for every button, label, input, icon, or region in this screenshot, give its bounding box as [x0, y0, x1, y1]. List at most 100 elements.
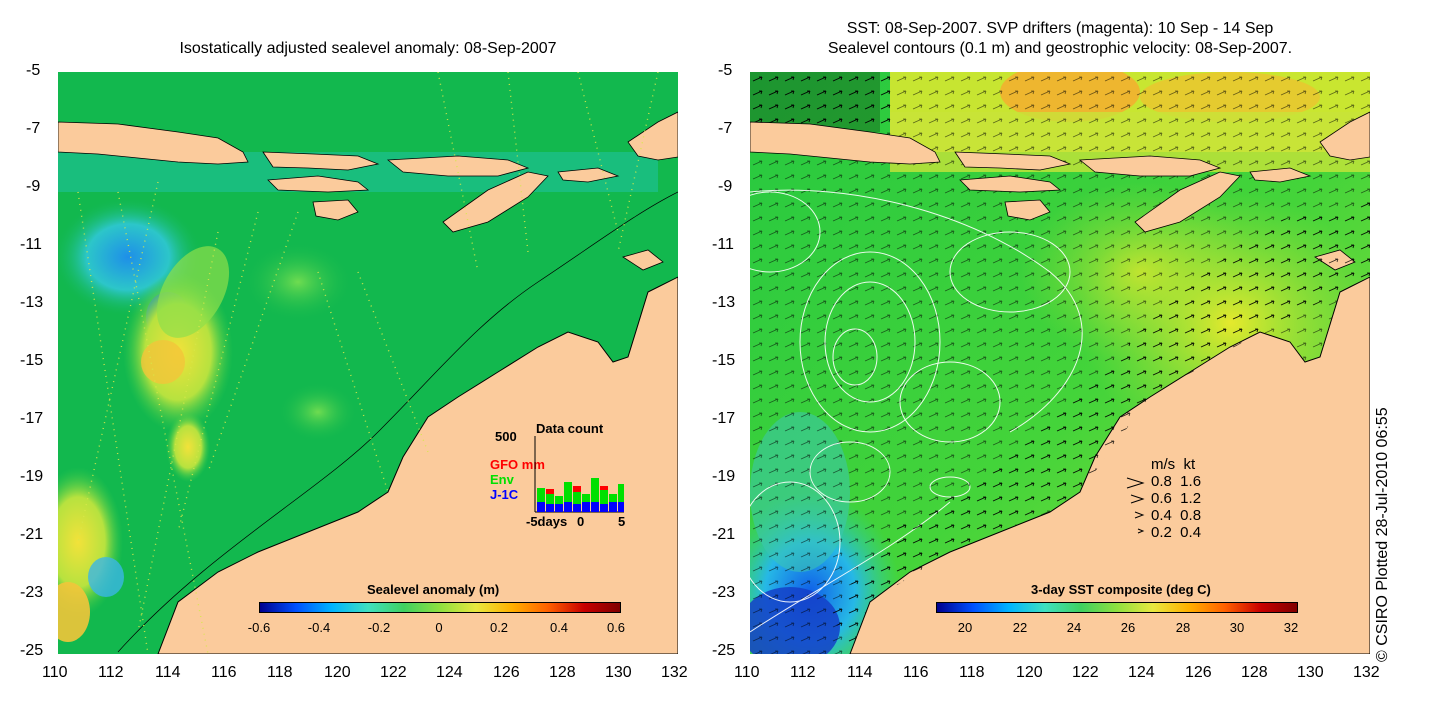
north-islands-east	[627, 111, 678, 161]
sst-java-island	[750, 121, 941, 165]
x-tick: 110	[42, 664, 68, 681]
sla-cb-tick: 0.6	[606, 620, 626, 635]
data-count-x-left: -5days	[526, 514, 568, 529]
x-tick: 130	[605, 664, 632, 681]
y-tick: -9	[718, 178, 733, 195]
sla-cb-tick: 0.2	[489, 620, 509, 635]
sst-cb-tick: 24	[1066, 620, 1082, 635]
y-tick: -7	[718, 120, 733, 137]
sla-cb-tick: 0.4	[549, 620, 569, 635]
y-tick: -9	[26, 178, 41, 195]
bali-lombok-islands	[262, 151, 380, 171]
y-tick: -19	[20, 468, 44, 485]
histogram-bars	[537, 478, 624, 512]
sla-cb-tick: -0.6	[247, 620, 271, 635]
y-tick: -25	[20, 642, 44, 659]
velocity-legend-row: 0.6 1.2	[1151, 490, 1202, 507]
right-map-title-line2: Sealevel contours (0.1 m) and geostrophi…	[827, 40, 1293, 57]
sst-bali-lombok	[954, 151, 1072, 171]
x-tick: 118	[267, 664, 293, 681]
x-tick: 120	[1016, 664, 1043, 681]
sst-cb-tick: 28	[1175, 620, 1191, 635]
y-tick: -23	[712, 584, 736, 601]
sla-cb-tick: -0.2	[367, 620, 391, 635]
sst-cb-tick: 32	[1283, 620, 1299, 635]
x-tick: 114	[155, 664, 181, 681]
data-count-series-j1c: J-1C	[490, 487, 519, 502]
sst-colorbar	[936, 602, 1298, 613]
x-tick: 124	[436, 664, 463, 681]
x-tick: 116	[211, 664, 237, 681]
data-count-x-right: 5	[618, 514, 626, 529]
sealevel-anomaly-map	[58, 72, 678, 654]
y-tick: -5	[718, 62, 733, 79]
plot-credit: © CSIRO Plotted 28-Jul-2010 06:55	[1374, 407, 1391, 662]
velocity-arrow-icons	[1126, 477, 1145, 534]
y-tick: -21	[712, 526, 736, 543]
x-tick: 122	[380, 664, 407, 681]
y-tick: -11	[20, 236, 42, 253]
y-tick: -7	[26, 120, 41, 137]
y-tick: -13	[20, 294, 44, 311]
x-tick: 118	[959, 664, 985, 681]
x-tick: 132	[661, 664, 688, 681]
sst-wetar-island	[1249, 167, 1312, 183]
x-tick: 126	[1185, 664, 1212, 681]
y-tick: -25	[712, 642, 736, 659]
x-tick: 122	[1072, 664, 1099, 681]
sla-cb-tick: 0	[435, 620, 443, 635]
data-count-ymax: 500	[495, 429, 517, 444]
y-tick: -15	[20, 352, 44, 369]
y-tick: -5	[26, 62, 41, 79]
y-tick: -13	[712, 294, 736, 311]
x-tick: 128	[1241, 664, 1268, 681]
y-tick: -15	[712, 352, 736, 369]
velocity-legend-header: m/s kt	[1151, 456, 1196, 473]
velocity-legend-row: 0.4 0.8	[1151, 507, 1202, 524]
sst-colorbar-label: 3-day SST composite (deg C)	[1031, 582, 1211, 597]
timor-island	[442, 171, 549, 233]
sst-map	[750, 72, 1370, 654]
sst-sumba-island	[1004, 199, 1051, 221]
sst-cb-tick: 30	[1229, 620, 1245, 635]
sla-cb-tick: -0.4	[307, 620, 331, 635]
x-tick: 128	[549, 664, 576, 681]
data-count-x-mid: 0	[577, 514, 585, 529]
x-tick: 126	[493, 664, 520, 681]
small-island-se	[622, 249, 664, 271]
x-tick: 112	[790, 664, 816, 681]
velocity-legend-row: 0.2 0.4	[1151, 524, 1202, 541]
x-tick: 110	[734, 664, 760, 681]
x-tick: 116	[903, 664, 929, 681]
java-island	[58, 121, 249, 165]
x-tick: 130	[1297, 664, 1324, 681]
y-tick: -17	[20, 410, 44, 427]
data-count-histogram	[534, 436, 624, 513]
sst-timor-island	[1134, 171, 1241, 233]
sst-cb-tick: 26	[1120, 620, 1136, 635]
x-tick: 114	[847, 664, 873, 681]
left-map-title: Isostatically adjusted sealevel anomaly:…	[179, 40, 557, 57]
sst-cb-tick: 22	[1012, 620, 1028, 635]
sla-colorbar-label: Sealevel anomaly (m)	[367, 582, 500, 597]
sst-sumbawa-island	[959, 175, 1062, 193]
x-tick: 132	[1353, 664, 1380, 681]
x-tick: 112	[98, 664, 124, 681]
sla-colorbar	[259, 602, 621, 613]
australia-landmass	[157, 276, 678, 654]
right-map-title-line1: SST: 08-Sep-2007. SVP drifters (magenta)…	[846, 20, 1274, 37]
y-tick: -23	[20, 584, 44, 601]
data-count-series-gfo: GFO mm	[490, 457, 545, 472]
velocity-legend-row: 0.8 1.6	[1151, 473, 1202, 490]
sst-north-islands-east	[1319, 111, 1370, 161]
y-tick: -11	[712, 236, 734, 253]
data-count-title: Data count	[536, 421, 604, 436]
sst-cb-tick: 20	[957, 620, 973, 635]
y-tick: -17	[712, 410, 736, 427]
x-tick: 120	[324, 664, 351, 681]
x-tick: 124	[1128, 664, 1155, 681]
flores-island	[386, 155, 530, 177]
sumbawa-island	[267, 175, 370, 193]
y-tick: -21	[20, 526, 44, 543]
y-tick: -19	[712, 468, 736, 485]
